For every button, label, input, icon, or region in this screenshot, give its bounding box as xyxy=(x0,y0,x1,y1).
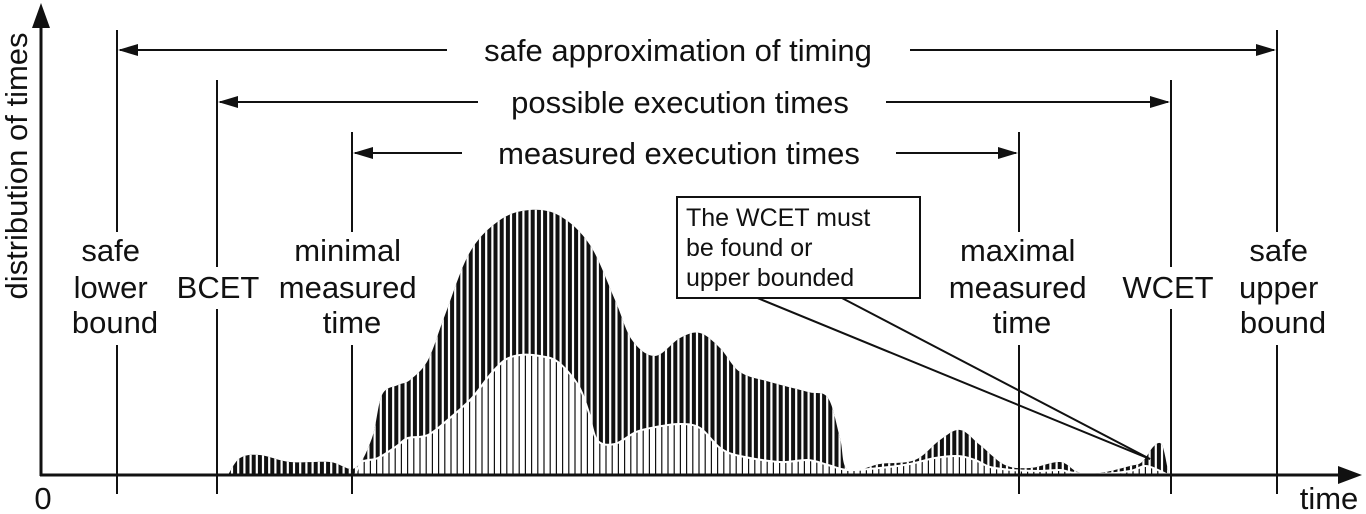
label-maximal-measured-time: maximal measured time xyxy=(949,233,1095,340)
label-safe-lower-bound: safe lower bound xyxy=(72,233,158,340)
y-axis xyxy=(32,3,50,476)
y-axis-label: distribution of times xyxy=(0,32,34,299)
range-safe-approximation: safe approximation of timing xyxy=(118,33,1276,68)
label-safe-upper-bound: safe upper bound xyxy=(1239,233,1327,340)
callout-pointer-line-2 xyxy=(839,296,1151,460)
label-bcet: BCET xyxy=(177,270,260,305)
callout-box xyxy=(676,196,921,299)
x-axis-label: time xyxy=(1300,481,1359,514)
wcet-callout: The WCET must be found or upper bounded xyxy=(676,196,1151,460)
range-possible-execution: possible execution times xyxy=(218,85,1170,120)
range-possible-label: possible execution times xyxy=(511,85,849,120)
x-axis-arrowhead xyxy=(1338,466,1362,484)
callout-text: The WCET must be found or upper bounded xyxy=(686,204,877,292)
origin-label: 0 xyxy=(34,481,51,514)
range-measured-execution: measured execution times xyxy=(353,136,1018,171)
callout-pointer-line-1 xyxy=(754,296,1151,460)
x-axis xyxy=(40,466,1362,484)
label-minimal-measured-time: minimal measured time xyxy=(279,233,425,340)
measured-distribution-outline xyxy=(354,353,1169,476)
range-safe-label: safe approximation of timing xyxy=(484,33,872,68)
range-measured-label: measured execution times xyxy=(498,136,860,171)
y-axis-arrowhead xyxy=(32,3,50,28)
label-wcet: WCET xyxy=(1122,270,1213,305)
